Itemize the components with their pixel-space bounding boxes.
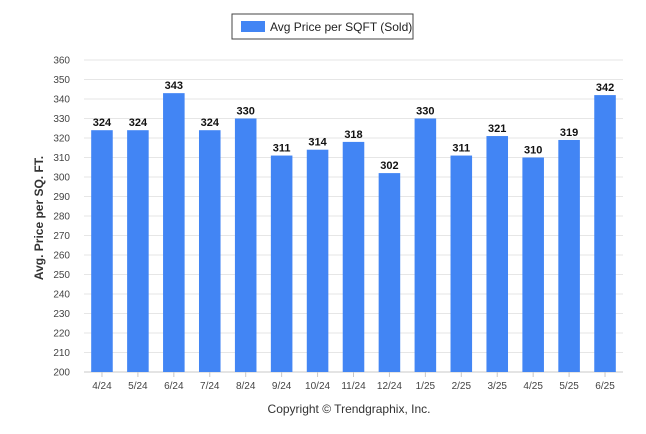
bar-value-label: 321 [488,123,506,135]
y-tick-label: 270 [53,231,70,242]
y-tick-label: 360 [53,56,70,67]
bar [378,173,401,372]
y-tick-label: 260 [53,251,70,262]
bar-value-label: 319 [560,127,578,139]
x-tick-label: 5/24 [128,381,148,392]
y-tick-label: 290 [53,192,70,203]
y-axis-ticks: 200 210 220 230 240 250 260 270 280 290 300 310 320 3… [53,56,70,379]
bars [91,93,616,373]
bar [558,139,580,372]
bar [450,155,473,372]
x-axis-ticks: 4/24 5/24 6/24 7/24 8/24 9/24 10/24 11/24 12/24 1… [92,372,615,392]
copyright-credit: Copyright © Trendgraphix, Inc. [268,402,431,416]
y-tick-label: 320 [53,134,70,145]
y-tick-label: 280 [53,212,70,223]
x-tick-label: 7/24 [200,381,220,392]
bar-value-label: 310 [524,145,542,157]
y-tick-label: 230 [53,309,70,320]
legend-swatch [241,21,265,32]
y-axis-label: Avg. Price per SQ. FT. [32,156,46,280]
bar [163,93,185,373]
bar [306,149,329,372]
bar-value-label: 342 [596,82,614,94]
bar [270,155,293,372]
y-tick-label: 210 [53,348,70,359]
y-tick-label: 310 [53,153,70,164]
bar [342,141,365,372]
y-tick-label: 350 [53,75,70,86]
y-tick-label: 220 [53,329,70,340]
bar [127,130,149,372]
bar-value-label: 302 [380,160,398,172]
x-tick-label: 4/24 [92,381,112,392]
legend-label: Avg Price per SQFT (Sold) [270,20,412,34]
bar [522,157,544,372]
y-tick-label: 240 [53,290,70,301]
bar [414,118,437,372]
bar-value-label: 330 [237,106,255,118]
bar-value-label: 318 [344,129,362,141]
x-tick-label: 9/24 [272,381,292,392]
x-tick-label: 11/24 [341,381,366,392]
x-tick-label: 6/25 [595,381,615,392]
x-tick-label: 1/25 [416,381,436,392]
bar-value-label: 343 [165,80,183,92]
bar [198,130,221,372]
x-tick-label: 12/24 [377,381,402,392]
y-tick-label: 300 [53,173,70,184]
bar [594,95,616,372]
bar-value-label: 324 [201,117,220,129]
y-tick-label: 340 [53,95,70,106]
bar-value-label: 324 [93,117,112,129]
x-tick-label: 6/24 [164,381,184,392]
bar-value-labels: 324 324 343 324 330 311 314 318 302 330 311 321 310 3… [93,80,614,172]
bar-value-label: 311 [273,143,291,155]
x-tick-label: 2/25 [452,381,472,392]
x-tick-label: 3/25 [487,381,507,392]
y-tick-label: 330 [53,114,70,125]
bar-value-label: 330 [416,106,434,118]
chart-legend: Avg Price per SQFT (Sold) [231,13,414,40]
x-tick-label: 8/24 [236,381,256,392]
bar [234,118,257,372]
y-tick-label: 200 [53,368,70,379]
bar [486,136,509,372]
x-tick-label: 10/24 [305,381,330,392]
x-tick-label: 4/25 [523,381,543,392]
x-tick-label: 5/25 [559,381,579,392]
bar-value-label: 311 [452,143,470,155]
bar-value-label: 324 [129,117,148,129]
y-tick-label: 250 [53,270,70,281]
bar [91,130,113,372]
bar-value-label: 314 [308,137,327,149]
